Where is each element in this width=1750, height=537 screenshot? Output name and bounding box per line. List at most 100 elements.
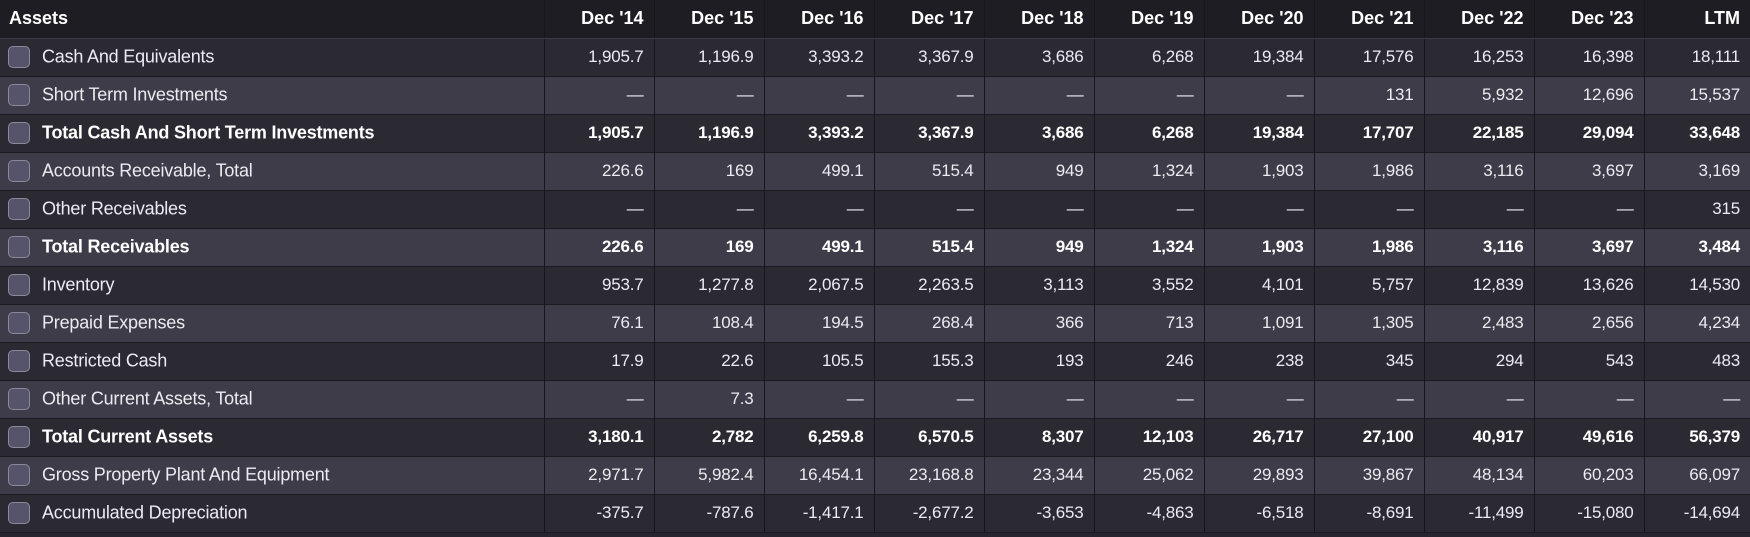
value-cell: 2,263.5 <box>874 266 985 304</box>
row-select-checkbox[interactable] <box>8 198 30 220</box>
value-cell: — <box>764 76 875 114</box>
value-cell: — <box>1204 76 1315 114</box>
value-cell: 131 <box>1314 76 1425 114</box>
row-select-checkbox[interactable] <box>8 312 30 334</box>
value-cell: 3,393.2 <box>764 38 875 76</box>
table-row[interactable]: Short Term Investments — — — — — — —131 5,932 12,… <box>0 76 1750 114</box>
period-column-header[interactable]: Dec '21 <box>1314 0 1425 39</box>
value-cell: 169 <box>654 152 765 190</box>
period-column-header[interactable]: Dec '20 <box>1204 0 1315 39</box>
value-cell: — <box>1094 380 1205 418</box>
table-header-row: Assets Dec '14 Dec '15 Dec '16 Dec '17 Dec '… <box>0 0 1750 39</box>
value-cell: 3,686 <box>984 114 1095 152</box>
value-cell: 3,367.9 <box>874 38 985 76</box>
row-label-cell: Total Current Assets <box>0 418 545 456</box>
value-cell: 12,839 <box>1424 266 1535 304</box>
value-cell: 39,867 <box>1314 456 1425 494</box>
row-select-checkbox[interactable] <box>8 464 30 486</box>
row-label-cell: Other Current Assets, Total <box>0 380 545 418</box>
value-cell: 29,094 <box>1534 114 1645 152</box>
table-row[interactable]: Gross Property Plant And Equipment 2,971.… <box>0 456 1750 494</box>
row-select-checkbox[interactable] <box>8 350 30 372</box>
period-column-header[interactable]: Dec '23 <box>1534 0 1645 39</box>
value-cell: 543 <box>1534 342 1645 380</box>
value-cell: 56,379 <box>1689 427 1740 446</box>
value-cell: 105.5 <box>764 342 875 380</box>
period-column-header[interactable]: Dec '16 <box>764 0 875 39</box>
period-column-header[interactable]: Dec '19 <box>1094 0 1205 39</box>
value-cell: 5,757 <box>1314 266 1425 304</box>
table-row[interactable]: Total Current Assets 3,180.1 2,782 6,259.8 6… <box>0 418 1750 456</box>
value-cell: — <box>544 380 655 418</box>
value-cell: 949 <box>984 228 1095 266</box>
value-cell: 1,903 <box>1204 228 1315 266</box>
row-select-checkbox[interactable] <box>8 84 30 106</box>
row-label-cell: Accumulated Depreciation <box>0 494 545 532</box>
value-cell: 1,903 <box>1204 152 1315 190</box>
table-row[interactable]: Total Cash And Short Term Investments 1,9… <box>0 114 1750 152</box>
period-column-header[interactable]: Dec '15 <box>654 0 765 39</box>
value-cell: -375.7 <box>544 494 655 532</box>
table-row[interactable]: Inventory 953.7 1,277.8 2,067.5 2,263.5 3,113… <box>0 266 1750 304</box>
row-select-checkbox[interactable] <box>8 122 30 144</box>
table-row[interactable]: Cash And Equivalents 1,905.7 1,196.9 3,393.… <box>0 38 1750 76</box>
row-label-cell: Inventory <box>0 266 545 304</box>
value-cell: 15,537 <box>1689 85 1740 104</box>
value-cell: 27,100 <box>1314 418 1425 456</box>
value-cell: 1,305 <box>1314 304 1425 342</box>
value-cell: 155.3 <box>874 342 985 380</box>
row-select-checkbox[interactable] <box>8 502 30 524</box>
value-cell: -4,863 <box>1094 494 1205 532</box>
value-cell: 515.4 <box>874 152 985 190</box>
value-cell: 3,686 <box>984 38 1095 76</box>
row-label-cell: Other Receivables <box>0 190 545 228</box>
row-select-checkbox[interactable] <box>8 274 30 296</box>
value-cell: 226.6 <box>544 228 655 266</box>
row-select-checkbox[interactable] <box>8 426 30 448</box>
row-label: Inventory <box>42 274 115 295</box>
value-cell: 294 <box>1424 342 1535 380</box>
row-label: Other Current Assets, Total <box>42 388 253 409</box>
value-cell: 17,576 <box>1314 38 1425 76</box>
value-cell: — <box>764 380 875 418</box>
table-row[interactable]: Other Receivables — — — — — — — — — —315 <box>0 190 1750 228</box>
value-cell: — <box>1534 380 1645 418</box>
value-cell: 23,344 <box>984 456 1095 494</box>
period-column-header[interactable]: Dec '17 <box>874 0 985 39</box>
assets-column-header: Assets <box>0 0 545 39</box>
value-cell: 3,697 <box>1534 228 1645 266</box>
row-select-checkbox[interactable] <box>8 160 30 182</box>
value-cell: 193 <box>984 342 1095 380</box>
value-cell: 3,393.2 <box>764 114 875 152</box>
row-select-checkbox[interactable] <box>8 46 30 68</box>
row-select-checkbox[interactable] <box>8 236 30 258</box>
row-label: Total Receivables <box>42 236 190 257</box>
table-row[interactable]: Other Current Assets, Total —7.3— — — — — — — — — <box>0 380 1750 418</box>
table-row[interactable]: Restricted Cash 17.9 22.6 105.5 155.3 193 246 2… <box>0 342 1750 380</box>
value-cell: — <box>874 76 985 114</box>
period-column-header[interactable]: LTM <box>1644 0 1750 39</box>
value-cell: — <box>654 76 765 114</box>
row-select-checkbox[interactable] <box>8 388 30 410</box>
value-cell: 483 <box>1712 351 1740 370</box>
period-column-header[interactable]: Dec '18 <box>984 0 1095 39</box>
table-row[interactable]: Total Receivables 226.6 169 499.1 515.4 949 1,… <box>0 228 1750 266</box>
table-row[interactable]: Accounts Receivable, Total 226.6 169 499.1 5… <box>0 152 1750 190</box>
value-cell: 3,180.1 <box>544 418 655 456</box>
table-row[interactable]: Accumulated Depreciation -375.7 -787.6 -1,4… <box>0 494 1750 532</box>
table-row[interactable]: Prepaid Expenses 76.1 108.4 194.5 268.4 366 71… <box>0 304 1750 342</box>
row-label-cell: Total Cash And Short Term Investments <box>0 114 545 152</box>
value-cell: 366 <box>984 304 1095 342</box>
row-label: Prepaid Expenses <box>42 312 185 333</box>
value-cell: 3,116 <box>1424 228 1535 266</box>
period-column-header[interactable]: Dec '22 <box>1424 0 1535 39</box>
period-column-header[interactable]: Dec '14 <box>544 0 655 39</box>
value-cell: 1,277.8 <box>654 266 765 304</box>
value-cell: 1,324 <box>1094 228 1205 266</box>
value-cell: — <box>1424 380 1535 418</box>
value-cell: -11,499 <box>1424 494 1535 532</box>
value-cell: — <box>544 76 655 114</box>
value-cell: 6,268 <box>1094 114 1205 152</box>
value-cell: 1,196.9 <box>654 114 765 152</box>
